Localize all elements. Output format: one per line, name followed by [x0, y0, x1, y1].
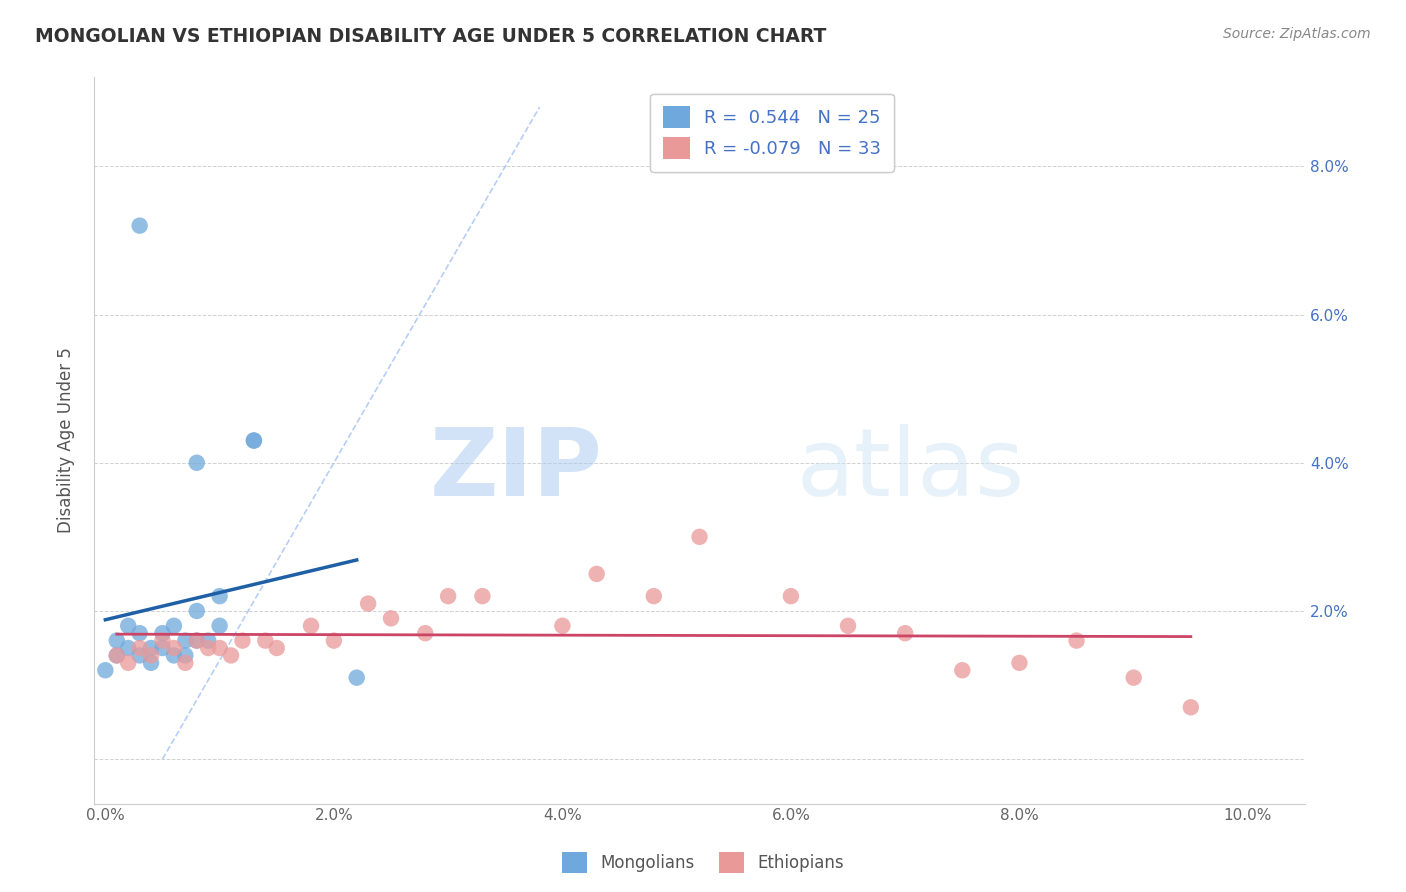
- Mongolians: [128, 648, 150, 663]
- Mongolians: [117, 640, 139, 655]
- Mongolians: [139, 640, 162, 655]
- Text: atlas: atlas: [796, 424, 1025, 516]
- Ethiopians: [437, 589, 460, 603]
- Ethiopians: [894, 626, 917, 640]
- Text: MONGOLIAN VS ETHIOPIAN DISABILITY AGE UNDER 5 CORRELATION CHART: MONGOLIAN VS ETHIOPIAN DISABILITY AGE UN…: [35, 27, 827, 45]
- Mongolians: [139, 656, 162, 670]
- Mongolians: [105, 633, 128, 648]
- Mongolians: [163, 648, 186, 663]
- Ethiopians: [551, 619, 574, 633]
- Ethiopians: [266, 640, 288, 655]
- Ethiopians: [1008, 656, 1031, 670]
- Ethiopians: [117, 656, 139, 670]
- Mongolians: [346, 671, 368, 685]
- Ethiopians: [357, 597, 380, 611]
- Ethiopians: [208, 640, 231, 655]
- Mongolians: [186, 633, 208, 648]
- Ethiopians: [689, 530, 711, 544]
- Ethiopians: [174, 656, 197, 670]
- Mongolians: [163, 619, 186, 633]
- Ethiopians: [780, 589, 803, 603]
- Ethiopians: [950, 663, 973, 677]
- Mongolians: [243, 434, 266, 448]
- Ethiopians: [299, 619, 322, 633]
- Mongolians: [174, 648, 197, 663]
- Mongolians: [128, 219, 150, 233]
- Ethiopians: [585, 566, 607, 581]
- Ethiopians: [643, 589, 665, 603]
- Ethiopians: [139, 648, 162, 663]
- Text: ZIP: ZIP: [430, 424, 603, 516]
- Ethiopians: [163, 640, 186, 655]
- Ethiopians: [380, 611, 402, 625]
- Legend: R =  0.544   N = 25, R = -0.079   N = 33: R = 0.544 N = 25, R = -0.079 N = 33: [650, 94, 894, 172]
- Ethiopians: [219, 648, 242, 663]
- Ethiopians: [1122, 671, 1144, 685]
- Y-axis label: Disability Age Under 5: Disability Age Under 5: [58, 348, 75, 533]
- Mongolians: [128, 626, 150, 640]
- Mongolians: [152, 640, 174, 655]
- Ethiopians: [231, 633, 253, 648]
- Ethiopians: [837, 619, 859, 633]
- Mongolians: [94, 663, 117, 677]
- Ethiopians: [254, 633, 277, 648]
- Mongolians: [186, 456, 208, 470]
- Ethiopians: [471, 589, 494, 603]
- Mongolians: [186, 604, 208, 618]
- Ethiopians: [1180, 700, 1202, 714]
- Ethiopians: [105, 648, 128, 663]
- Ethiopians: [186, 633, 208, 648]
- Ethiopians: [1066, 633, 1088, 648]
- Ethiopians: [152, 633, 174, 648]
- Ethiopians: [128, 640, 150, 655]
- Ethiopians: [322, 633, 344, 648]
- Text: Source: ZipAtlas.com: Source: ZipAtlas.com: [1223, 27, 1371, 41]
- Mongolians: [117, 619, 139, 633]
- Mongolians: [105, 648, 128, 663]
- Mongolians: [208, 619, 231, 633]
- Mongolians: [174, 633, 197, 648]
- Mongolians: [152, 626, 174, 640]
- Mongolians: [197, 633, 219, 648]
- Legend: Mongolians, Ethiopians: Mongolians, Ethiopians: [555, 846, 851, 880]
- Ethiopians: [413, 626, 436, 640]
- Ethiopians: [197, 640, 219, 655]
- Mongolians: [208, 589, 231, 603]
- Mongolians: [243, 434, 266, 448]
